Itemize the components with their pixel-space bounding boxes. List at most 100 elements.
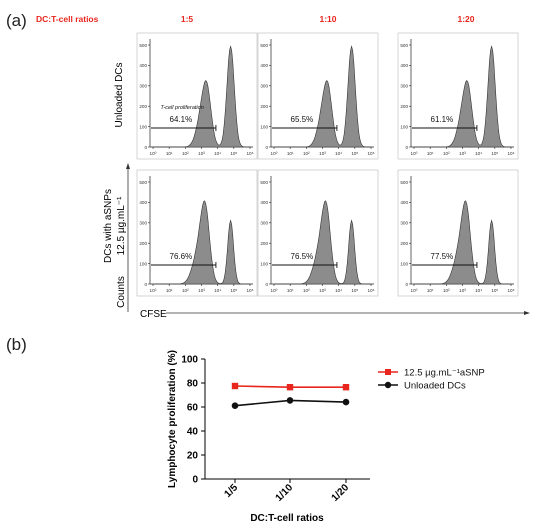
row-label-unloaded: Unloaded DCs xyxy=(114,62,125,127)
y-tick-label: 40 xyxy=(187,427,199,438)
x-tick-label: 10⁴ xyxy=(335,151,342,156)
series-1-point xyxy=(286,384,294,391)
x-tick-label: 10⁵ xyxy=(230,288,237,293)
y-tick-label: 20 xyxy=(187,451,199,462)
y-tick-label: 100 xyxy=(139,261,147,266)
panel-frame xyxy=(257,169,379,297)
histogram-curve xyxy=(153,45,250,148)
y-tick-label: 0 xyxy=(405,282,408,287)
y-tick-label: 0 xyxy=(192,475,198,486)
x-tick-label: 10⁴ xyxy=(475,288,482,293)
y-tick-label: 200 xyxy=(400,104,408,109)
y-tick-label: 400 xyxy=(139,200,147,205)
x-tick-label: 10³ xyxy=(198,288,205,293)
y-tick-label: 100 xyxy=(260,261,268,266)
gate-label: T-cell proliferation xyxy=(161,105,204,111)
y-tick-label: 100 xyxy=(181,355,198,366)
gate-percentage: 76.5% xyxy=(291,252,314,261)
y-tick-label: 0 xyxy=(405,145,408,150)
y-tick-label: 500 xyxy=(139,180,147,185)
y-tick-label: 0 xyxy=(265,282,268,287)
x-tick-label: 10⁵ xyxy=(351,288,358,293)
x-ticks: 1/5 1/10 1/20 xyxy=(223,479,352,504)
y-tick-label: 60 xyxy=(187,403,199,414)
counts-arrow-head xyxy=(126,163,130,169)
x-tick-label: 10⁰ xyxy=(271,151,278,156)
x-tick-label: 10³ xyxy=(319,151,326,156)
x-tick-label: 10¹ xyxy=(166,288,173,293)
y-tick-label: 300 xyxy=(139,221,147,226)
histogram-curve xyxy=(153,200,250,285)
x-tick-label: 10² xyxy=(443,288,450,293)
y-tick-label: 100 xyxy=(400,124,408,129)
histogram-curve xyxy=(414,45,511,148)
x-tick-label: 10¹ xyxy=(287,288,294,293)
y-tick-label: 100 xyxy=(400,261,408,266)
x-tick-label: 10⁴ xyxy=(214,288,221,293)
y-tick-label: 400 xyxy=(139,63,147,68)
cfse-arrow-head xyxy=(524,311,530,315)
series-1-point xyxy=(231,382,239,390)
y-tick-label: 400 xyxy=(260,200,268,205)
x-tick-label: 10⁰ xyxy=(271,288,278,293)
y-tick-label: 0 xyxy=(144,145,147,150)
y-tick-label: 300 xyxy=(260,84,268,89)
x-tick-label: 10⁶ xyxy=(367,288,374,293)
x-tick-label: 10⁶ xyxy=(367,151,374,156)
x-tick-label: 1/10 xyxy=(274,482,296,504)
y-tick-label: 100 xyxy=(139,124,147,129)
x-tick-label: 10⁰ xyxy=(411,151,418,156)
y-tick-label: 200 xyxy=(260,241,268,246)
gate-percentage: 65.5% xyxy=(291,115,314,124)
y-tick-label: 500 xyxy=(260,43,268,48)
y-tick-label: 200 xyxy=(400,241,408,246)
x-tick-label: 1/5 xyxy=(223,482,241,500)
x-tick-label: 10³ xyxy=(319,288,326,293)
x-tick-label: 10⁰ xyxy=(411,288,418,293)
y-tick-label: 500 xyxy=(400,180,408,185)
histogram-curve xyxy=(414,200,511,285)
y-tick-label: 80 xyxy=(187,379,199,390)
x-tick-label: 10² xyxy=(303,288,310,293)
x-tick-label: 10² xyxy=(443,151,450,156)
x-tick-label: 10¹ xyxy=(166,151,173,156)
y-tick-label: 0 xyxy=(265,145,268,150)
x-tick-label: 10⁶ xyxy=(507,288,514,293)
series-group xyxy=(231,382,350,409)
series-1-point xyxy=(342,384,350,391)
x-tick-label: 10³ xyxy=(198,151,205,156)
row-label-aSNP-line2: 12.5 µg.mL⁻¹ xyxy=(116,196,127,256)
x-tick-label: 10² xyxy=(182,151,189,156)
x-tick-label: 10⁵ xyxy=(230,151,237,156)
y-axis-title: Lymphocyte proliferation (%) xyxy=(167,350,178,488)
y-tick-label: 500 xyxy=(400,43,408,48)
ratio-header-3: 1:20 xyxy=(457,14,474,24)
series-2-point xyxy=(231,402,239,409)
x-tick-label: 10⁵ xyxy=(491,288,498,293)
x-tick-label: 10⁵ xyxy=(351,151,358,156)
y-tick-label: 200 xyxy=(260,104,268,109)
gate-percentage: 64.1% xyxy=(170,115,193,124)
legend-marker-1 xyxy=(385,369,391,375)
y-ticks: 0 20 40 60 80 100 xyxy=(181,355,205,486)
line-chart: Lymphocyte proliferation (%) DC:T-cell r… xyxy=(167,350,485,524)
x-tick-label: 10⁶ xyxy=(246,151,253,156)
y-tick-label: 100 xyxy=(260,124,268,129)
x-tick-label: 10¹ xyxy=(427,288,434,293)
x-tick-label: 10⁶ xyxy=(507,151,514,156)
gate-percentage: 76.6% xyxy=(170,252,193,261)
y-tick-label: 300 xyxy=(400,84,408,89)
histogram-curve xyxy=(274,200,371,285)
x-tick-label: 10³ xyxy=(459,151,466,156)
ratio-header-1: 1:5 xyxy=(181,14,194,24)
y-tick-label: 500 xyxy=(139,43,147,48)
y-tick-label: 0 xyxy=(144,282,147,287)
x-tick-label: 1/20 xyxy=(330,482,352,504)
x-tick-label: 10⁵ xyxy=(491,151,498,156)
x-axis-title: DC:T-cell ratios xyxy=(250,513,324,524)
